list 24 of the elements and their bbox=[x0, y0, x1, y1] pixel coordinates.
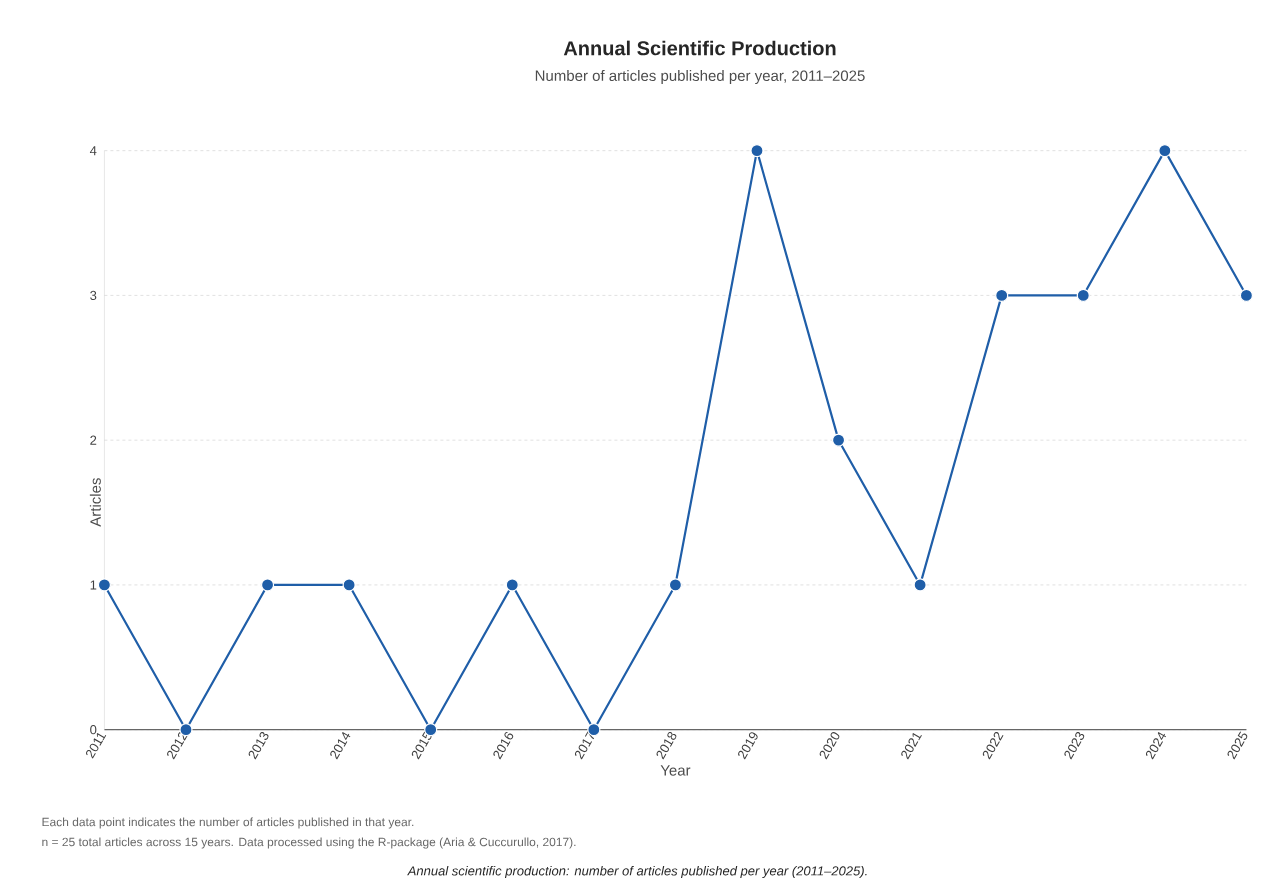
chart-subtitle: Number of articles published per year, 2011–2025 bbox=[535, 70, 865, 84]
chart-title: Annual Scientific Production bbox=[563, 40, 836, 56]
x-axis-title: Year bbox=[660, 765, 691, 776]
text: Annual scientific production: number of articles published per year (2011–2025). bbox=[407, 865, 867, 879]
point bbox=[913, 578, 927, 592]
point bbox=[342, 578, 356, 592]
point bbox=[1076, 288, 1090, 303]
y-tick-label: 3 bbox=[90, 290, 97, 301]
y-tick-label: 4 bbox=[89, 146, 97, 156]
y-tick-label: 0 bbox=[90, 725, 97, 735]
point bbox=[1158, 144, 1172, 158]
point bbox=[1239, 288, 1254, 303]
point bbox=[97, 578, 112, 592]
text: n = 25 total articles across 15 years. Data processed using the R-package (Aria & Cuccurullo, 2017). bbox=[42, 837, 576, 849]
y-axis-title: Articles bbox=[89, 478, 101, 527]
y-tick-label: 2 bbox=[90, 435, 97, 445]
point bbox=[995, 288, 1009, 303]
point bbox=[831, 433, 846, 447]
point bbox=[750, 144, 764, 158]
y-tick-label: 1 bbox=[90, 580, 97, 590]
text: Each data point indicates the number of articles published in that year. bbox=[42, 817, 414, 829]
point bbox=[505, 578, 519, 592]
point bbox=[260, 578, 275, 592]
point bbox=[668, 578, 683, 592]
